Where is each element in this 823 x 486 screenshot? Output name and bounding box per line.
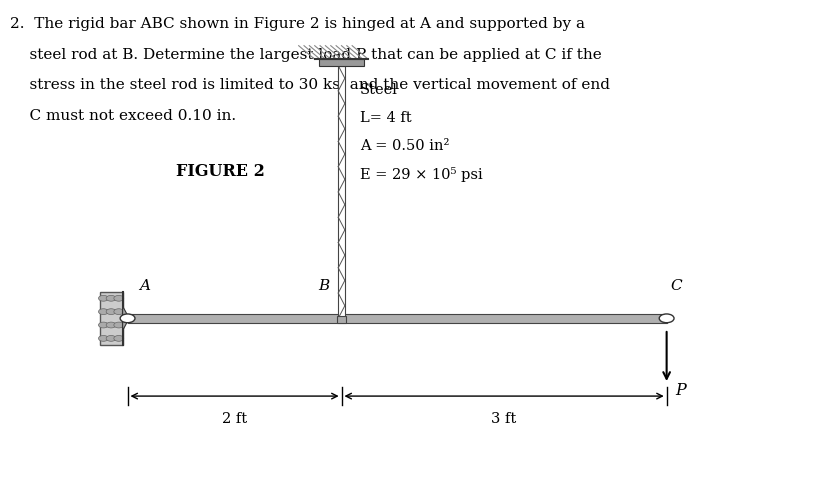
FancyBboxPatch shape xyxy=(337,316,346,323)
Circle shape xyxy=(114,309,123,314)
Circle shape xyxy=(120,314,135,323)
FancyBboxPatch shape xyxy=(319,59,364,66)
Circle shape xyxy=(114,295,123,301)
FancyBboxPatch shape xyxy=(128,314,667,323)
Text: 2 ft: 2 ft xyxy=(222,413,247,426)
Text: 3 ft: 3 ft xyxy=(491,413,517,426)
Text: P: P xyxy=(675,382,686,399)
FancyBboxPatch shape xyxy=(100,292,123,345)
Circle shape xyxy=(99,295,109,301)
Polygon shape xyxy=(123,306,129,330)
Text: 2.  The rigid bar ABC shown in Figure 2 is hinged at A and supported by a: 2. The rigid bar ABC shown in Figure 2 i… xyxy=(10,17,585,31)
Circle shape xyxy=(106,335,116,341)
Circle shape xyxy=(99,335,109,341)
Circle shape xyxy=(99,309,109,314)
Circle shape xyxy=(99,322,109,328)
Circle shape xyxy=(106,322,116,328)
Text: A = 0.50 in²: A = 0.50 in² xyxy=(360,139,449,153)
Text: Steel: Steel xyxy=(360,83,398,97)
Circle shape xyxy=(106,309,116,314)
Text: E = 29 × 10⁵ psi: E = 29 × 10⁵ psi xyxy=(360,167,482,182)
Text: L= 4 ft: L= 4 ft xyxy=(360,111,412,125)
Circle shape xyxy=(114,322,123,328)
Text: C must not exceed 0.10 in.: C must not exceed 0.10 in. xyxy=(10,109,236,123)
Text: A: A xyxy=(139,279,150,293)
Text: B: B xyxy=(318,279,329,293)
FancyBboxPatch shape xyxy=(338,66,345,318)
Text: C: C xyxy=(671,279,682,293)
Circle shape xyxy=(106,295,116,301)
Circle shape xyxy=(659,314,674,323)
Text: FIGURE 2: FIGURE 2 xyxy=(176,163,265,179)
Circle shape xyxy=(114,335,123,341)
Text: steel rod at B. Determine the largest load P that can be applied at C if the: steel rod at B. Determine the largest lo… xyxy=(10,48,602,62)
Text: stress in the steel rod is limited to 30 ksi and the vertical movement of end: stress in the steel rod is limited to 30… xyxy=(10,78,610,92)
